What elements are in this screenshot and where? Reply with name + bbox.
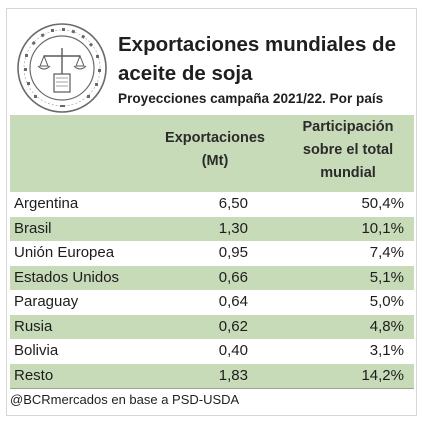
- chart-title: Exportaciones mundiales de aceite de soj…: [118, 33, 396, 85]
- footer-divider: [10, 388, 414, 389]
- exports-cell: 0,66: [218, 268, 248, 286]
- share-cell: 3,1%: [369, 342, 404, 359]
- share-cell: 50,4%: [361, 195, 404, 212]
- share-cell: 14,2%: [361, 366, 404, 384]
- country-cell: Argentina: [14, 195, 79, 212]
- table-row: Argentina 6,50 50,4%: [10, 192, 414, 217]
- exports-cell: 6,50: [218, 195, 248, 212]
- share-cell: 5,1%: [369, 268, 404, 286]
- exports-cell: 0,62: [218, 317, 248, 335]
- country-cell: Bolivia: [14, 342, 59, 359]
- infographic-frame: [6, 8, 417, 416]
- column-header-share: Participación sobre el total mundial: [302, 119, 394, 181]
- table-row: Unión Europea 0,95 7,4%: [10, 241, 414, 266]
- share-cell: 5,0%: [369, 293, 404, 310]
- country-cell: Estados Unidos: [14, 268, 120, 286]
- table-row: Rusia 0,62 4,8%: [10, 314, 414, 339]
- country-cell: Resto: [14, 366, 54, 384]
- exports-cell: 1,30: [218, 219, 248, 237]
- country-cell: Rusia: [14, 317, 53, 335]
- exports-cell: 1,83: [218, 366, 248, 384]
- exports-cell: 0,40: [218, 342, 248, 359]
- country-cell: Paraguay: [14, 293, 79, 310]
- bolsa-de-comercio-seal-icon: [17, 23, 107, 113]
- table-header: Exportaciones (Mt) Participación sobre e…: [10, 115, 414, 192]
- share-cell: 7,4%: [369, 244, 404, 261]
- chart-subtitle: Proyecciones campaña 2021/22. Por país: [118, 91, 384, 106]
- table-body: Argentina 6,50 50,4% Brasil 1,30 10,1% Unión E…: [10, 192, 414, 388]
- header: Exportaciones mundiales de aceite de soj…: [6, 8, 417, 113]
- share-cell: 4,8%: [369, 317, 404, 335]
- exports-cell: 0,95: [218, 244, 248, 261]
- table-row: Resto 1,83 14,2%: [10, 363, 414, 388]
- share-cell: 10,1%: [361, 219, 404, 237]
- country-cell: Brasil: [14, 219, 52, 237]
- source-note: @BCRmercados en base a PSD-USDA: [10, 392, 240, 407]
- table-row: Paraguay 0,64 5,0%: [10, 290, 414, 315]
- column-header-exports: Exportaciones (Mt): [165, 130, 265, 169]
- country-cell: Unión Europea: [14, 244, 115, 261]
- exports-cell: 0,64: [218, 293, 248, 310]
- table-row: Bolivia 0,40 3,1%: [10, 339, 414, 364]
- table-row: Brasil 1,30 10,1%: [10, 216, 414, 241]
- table-row: Estados Unidos 0,66 5,1%: [10, 265, 414, 290]
